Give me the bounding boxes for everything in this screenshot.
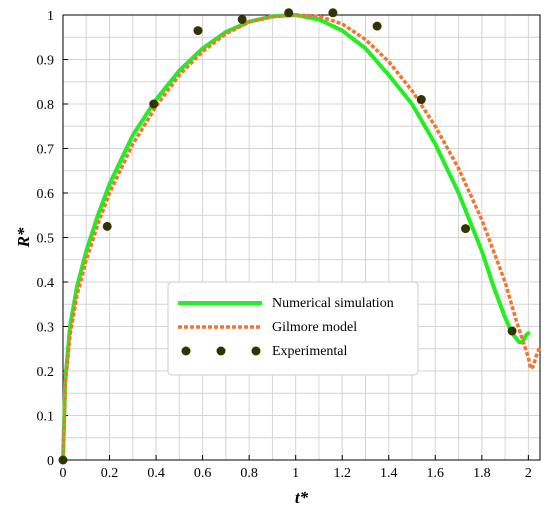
y-tick-label: 0.5 [37,232,55,247]
y-tick-label: 0.8 [37,98,55,113]
tick-labels: 0 0.2 0.4 0.6 0.8 1 1.2 1.4 1.6 1.8 2 0 0.1 0.2 0.3 0.4… [37,9,532,481]
y-tick-label: 0.6 [37,187,55,202]
y-tick-label: 0.3 [37,321,55,336]
experimental-point [193,26,203,36]
legend-label-experimental: Experimental [272,344,348,359]
y-tick-label: 0.7 [37,143,55,158]
experimental-point [58,455,68,465]
x-tick-label: 2 [525,466,532,481]
experimental-point [102,221,112,231]
x-tick-label: 0 [60,466,67,481]
legend-box [167,281,419,376]
series-layer [58,8,542,465]
experimental-point [149,99,159,109]
x-tick-label: 0.2 [101,466,119,481]
series-numerical-simulation-line [61,13,531,462]
x-axis-title: t* [295,488,309,507]
y-tick-label: 0.2 [37,365,55,380]
y-tick-label: 0.9 [37,54,55,69]
legend-label-numerical-simulation: Numerical simulation [272,296,394,311]
legend: Numerical simulation Gilmore model Exper… [167,281,419,376]
legend-dot [216,346,226,356]
x-tick-label: 0.6 [194,466,212,481]
x-tick-label: 1.6 [427,466,445,481]
x-tick-label: 0.4 [147,466,165,481]
x-tick-label: 1.2 [333,466,351,481]
experimental-point [328,8,338,18]
experimental-point [372,21,382,31]
x-tick-label: 1 [292,466,299,481]
y-tick-label: 0 [47,454,54,469]
x-tick-label: 0.8 [240,466,258,481]
experimental-point [284,8,294,18]
y-tick-label: 1 [47,9,54,24]
y-tick-label: 0.4 [37,276,55,291]
x-tick-label: 1.8 [473,466,491,481]
legend-dot [251,346,261,356]
x-tick-label: 1.4 [380,466,398,481]
experimental-point [461,224,471,234]
experimental-point [507,326,517,336]
y-axis-title: R* [14,227,33,248]
grid [62,14,540,461]
legend-dot [181,346,191,356]
legend-swatch-experimental [181,346,261,356]
experimental-point [416,95,426,105]
experimental-point [237,14,247,24]
legend-label-gilmore-model: Gilmore model [272,320,357,335]
y-tick-label: 0.1 [37,410,55,425]
